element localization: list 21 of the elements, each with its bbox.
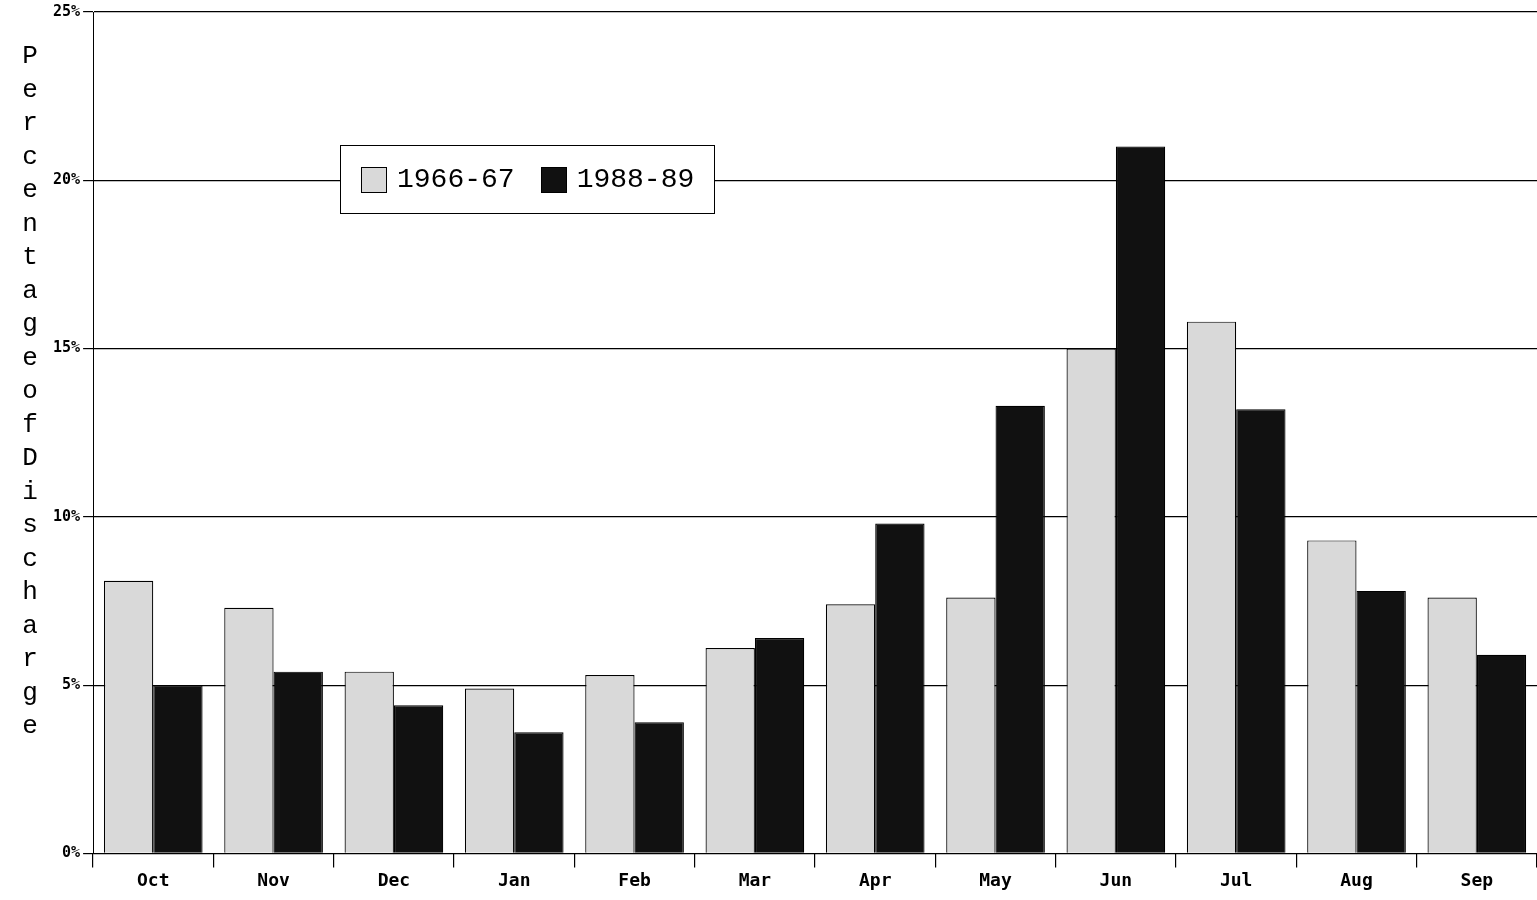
x-tick-label: Oct	[137, 868, 170, 890]
legend-label: 1988-89	[576, 164, 695, 195]
y-tick-label: 20%	[53, 170, 81, 189]
x-tick-label: Jan	[497, 868, 531, 890]
x-tick-label: Dec	[377, 868, 411, 890]
legend-label: 1966-67	[397, 164, 515, 195]
x-tick-label: Apr	[858, 868, 892, 890]
y-tick-label: 0%	[62, 843, 81, 862]
x-tick-label: Feb	[618, 868, 651, 890]
x-tick-label: Jun	[1099, 868, 1133, 890]
x-tick-label: Aug	[1340, 868, 1373, 890]
x-tick-label: May	[979, 868, 1012, 890]
y-tick-label: 15%	[53, 338, 81, 357]
x-tick-label: Sep	[1460, 868, 1494, 890]
y-tick-label: 10%	[53, 506, 81, 525]
y-tick-label: 25%	[53, 1, 81, 20]
x-tick-label: Mar	[738, 868, 772, 890]
text: Percentage of Discharge	[22, 41, 38, 741]
x-tick-label: Jul	[1219, 868, 1253, 890]
x-tick-label: Nov	[257, 868, 290, 890]
y-tick-label: 5%	[62, 675, 81, 694]
